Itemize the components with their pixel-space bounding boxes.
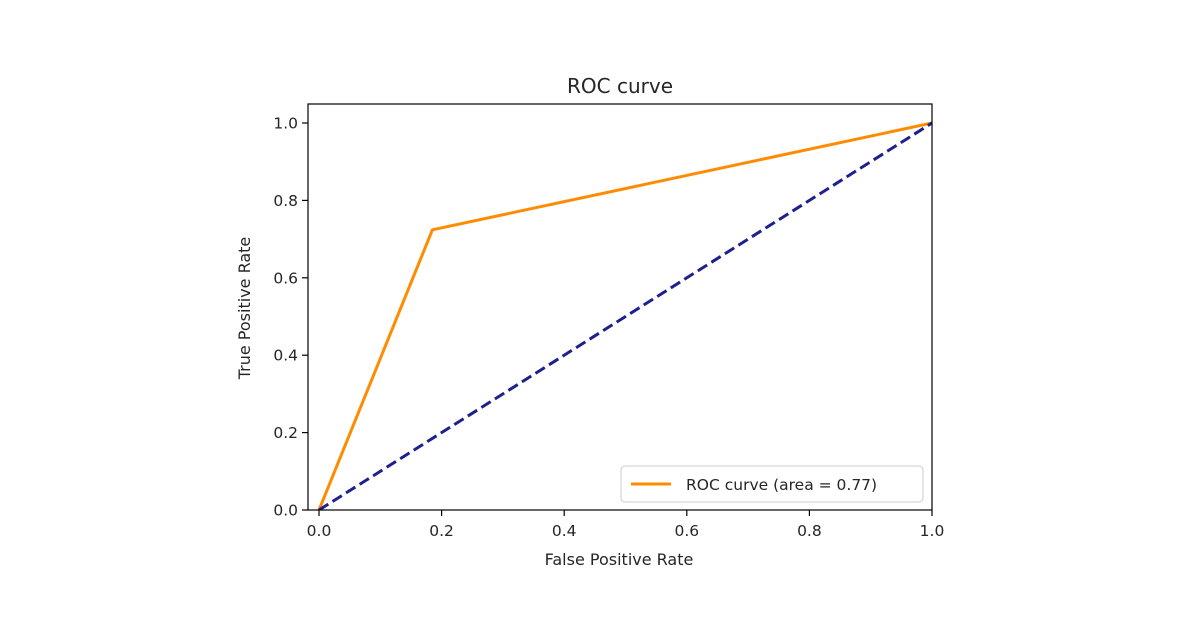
y-tick-label: 0.0 [273, 502, 298, 520]
x-tick-label: 0.4 [552, 522, 577, 540]
plot-frame [307, 103, 933, 511]
plot-area: 0.0 0.2 0.4 0.6 0.8 1.0 0.0 0.2 0.4 0.6 0.8 1.0 ROC … [273, 103, 945, 540]
x-tick-label: 0.6 [674, 522, 699, 540]
chance-diagonal-line [318, 121, 932, 510]
x-tick-label: 0.8 [797, 522, 822, 540]
y-tick-label: 0.8 [273, 192, 298, 210]
x-tick-label: 0.2 [429, 522, 454, 540]
y-tick-label: 0.6 [273, 269, 298, 287]
legend-label-roc: ROC curve (area = 0.77) [686, 476, 877, 494]
y-axis-label: True Positive Rate [235, 237, 254, 381]
x-tick-label: 1.0 [920, 522, 945, 540]
legend: ROC curve (area = 0.77) [620, 465, 924, 503]
legend-box [620, 465, 924, 503]
chart-title: ROC curve [567, 74, 673, 98]
y-tick-label: 0.4 [273, 347, 298, 365]
roc-curve-line [317, 121, 932, 510]
x-tick-label: 0.0 [307, 522, 332, 540]
x-axis-label: False Positive Rate [545, 550, 694, 569]
y-tick-label: 1.0 [273, 115, 298, 133]
y-tick-label: 0.2 [273, 424, 298, 442]
